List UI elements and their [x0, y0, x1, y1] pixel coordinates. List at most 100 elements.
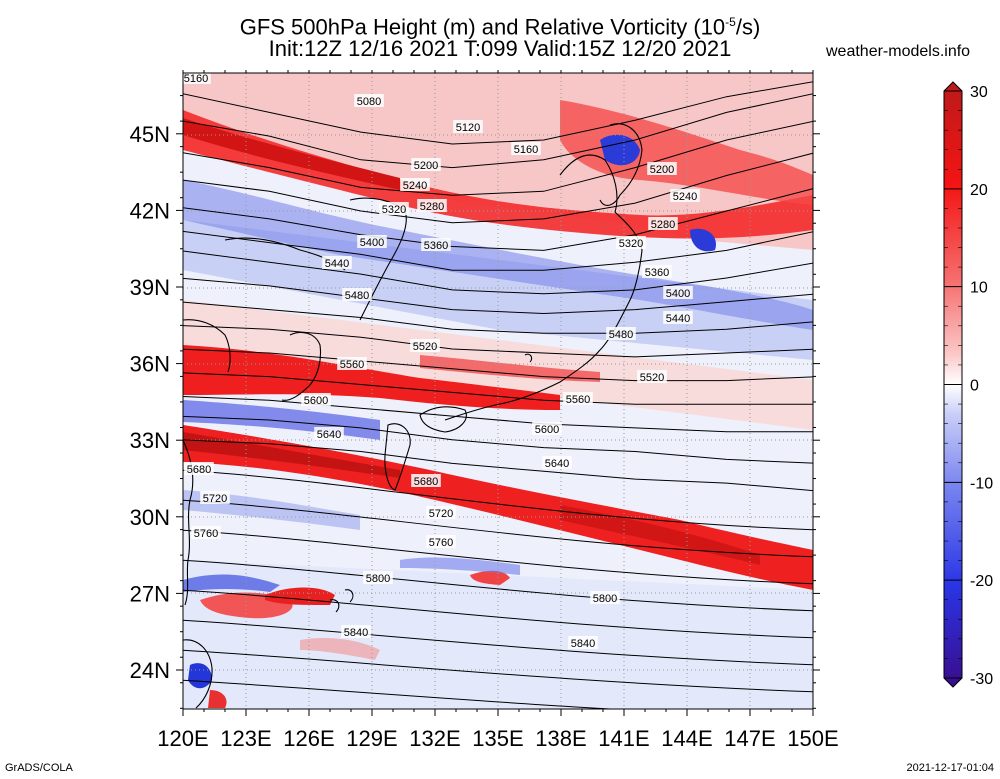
- colorbar-tick-label: -10: [970, 475, 993, 492]
- height-contour: [183, 93, 813, 169]
- lat-label: 45N: [130, 122, 170, 147]
- height-contour: [183, 188, 813, 251]
- contour-label: 5240: [673, 191, 697, 203]
- colorbar-tick-label: 10: [970, 280, 988, 297]
- height-contour: [183, 230, 813, 271]
- latitude-labels: 24N 27N 30N 33N 36N 39N 42N 45N: [130, 122, 170, 683]
- contour-label: 5680: [187, 464, 211, 476]
- lat-label: 36N: [130, 352, 170, 377]
- contour-label: 5760: [194, 528, 218, 540]
- contour-label: 5400: [360, 237, 384, 249]
- contour-label: 5480: [345, 290, 369, 302]
- chart-title-line1: GFS 500hPa Height (m) and Relative Vorti…: [239, 14, 761, 40]
- contour-label: 5720: [429, 508, 453, 520]
- height-contour: [183, 415, 813, 464]
- contour-label: 5320: [619, 238, 643, 250]
- generation-timestamp: 2021-12-17-01:04: [906, 762, 994, 774]
- height-contour: [183, 81, 813, 145]
- height-contour: [183, 469, 813, 531]
- height-contour: [183, 325, 813, 358]
- contour-labels: 5160 5080 5120 5160 5200 5240 5280 5320 5200 5240…: [181, 71, 700, 650]
- lon-label: 135E: [472, 726, 523, 751]
- contour-label: 5280: [651, 219, 675, 231]
- height-contour: [183, 396, 813, 433]
- height-contour: [183, 529, 813, 585]
- lon-label: 141E: [598, 726, 649, 751]
- contour-label: 5600: [535, 424, 559, 436]
- height-contour: [183, 301, 813, 334]
- contour-label: 5480: [609, 329, 633, 341]
- lon-label: 126E: [283, 726, 334, 751]
- contour-label: 5080: [357, 96, 381, 108]
- colorbar-tick-label: 0: [970, 378, 979, 395]
- contour-label: 5520: [413, 341, 437, 353]
- contour-label: 5600: [304, 395, 328, 407]
- contour-label: 5720: [203, 493, 227, 505]
- contour-label: 5160: [514, 144, 538, 156]
- lat-label: 33N: [130, 428, 170, 453]
- software-credit: GrADS/COLA: [5, 762, 73, 774]
- colorbar-tick-label: -20: [970, 573, 993, 590]
- height-contours: [183, 81, 813, 709]
- height-contour: [183, 589, 813, 639]
- contour-label: 5520: [640, 372, 664, 384]
- contour-label: 5120: [456, 122, 480, 134]
- contour-label: 5320: [382, 204, 406, 216]
- contour-label: 5360: [645, 267, 669, 279]
- height-contour: [183, 120, 813, 196]
- lat-label: 39N: [130, 275, 170, 300]
- contour-label: 5840: [571, 638, 595, 650]
- colorbar: 30 20 10 0 -10 -20 -30: [943, 81, 993, 688]
- height-contour: [183, 152, 813, 224]
- contour-label: 5640: [317, 429, 341, 441]
- contour-label: 5160: [184, 73, 208, 85]
- height-contour: [183, 679, 619, 709]
- height-contour: [183, 439, 813, 492]
- colorbar-tick-label: -30: [970, 671, 993, 688]
- contour-label: 5560: [340, 359, 364, 371]
- lon-label: 132E: [409, 726, 460, 751]
- height-contour: [183, 649, 813, 693]
- lon-label: 144E: [661, 726, 712, 751]
- lon-label: 123E: [220, 726, 271, 751]
- contour-label: 5280: [420, 201, 444, 213]
- contour-label: 5680: [414, 476, 438, 488]
- contour-label: 5800: [366, 573, 390, 585]
- lat-label: 24N: [130, 658, 170, 683]
- contour-label: 5200: [414, 160, 438, 172]
- height-contour: [183, 372, 813, 405]
- height-contour: [183, 499, 813, 558]
- axis-ticks: [176, 70, 820, 716]
- longitude-labels: 120E 123E 126E 129E 132E 135E 138E 141E 144E 147E…: [157, 726, 838, 751]
- height-contour: [183, 277, 813, 315]
- contour-label: 5440: [325, 258, 349, 270]
- lon-label: 138E: [535, 726, 586, 751]
- height-contour: [183, 559, 813, 612]
- lon-label: 129E: [346, 726, 397, 751]
- lon-label: 150E: [787, 726, 838, 751]
- contour-label: 5200: [650, 164, 674, 176]
- lon-label: 147E: [724, 726, 775, 751]
- contour-label: 5400: [666, 288, 690, 300]
- lat-label: 27N: [130, 581, 170, 606]
- contour-label: 5800: [593, 593, 617, 605]
- contour-label: 5440: [666, 313, 690, 325]
- site-label: weather-models.info: [826, 43, 971, 60]
- contour-label: 5360: [424, 240, 448, 252]
- contour-label: 5640: [545, 458, 569, 470]
- chart-title-line2: Init:12Z 12/16 2021 T:099 Valid:15Z 12/2…: [268, 36, 732, 61]
- lat-lon-grid: [183, 73, 813, 709]
- height-contour: [183, 250, 813, 295]
- lat-label: 30N: [130, 505, 170, 530]
- contour-label: 5760: [429, 537, 453, 549]
- height-contour: [183, 619, 813, 666]
- height-contour: [183, 348, 813, 382]
- contour-label: 5240: [403, 180, 427, 192]
- lat-label: 42N: [130, 198, 170, 223]
- contour-label: 5560: [566, 394, 590, 406]
- coastlines: [183, 123, 643, 709]
- colorbar-tick-label: 20: [970, 182, 988, 199]
- colorbar-tick-label: 30: [970, 84, 988, 101]
- vorticity-field: [183, 73, 813, 709]
